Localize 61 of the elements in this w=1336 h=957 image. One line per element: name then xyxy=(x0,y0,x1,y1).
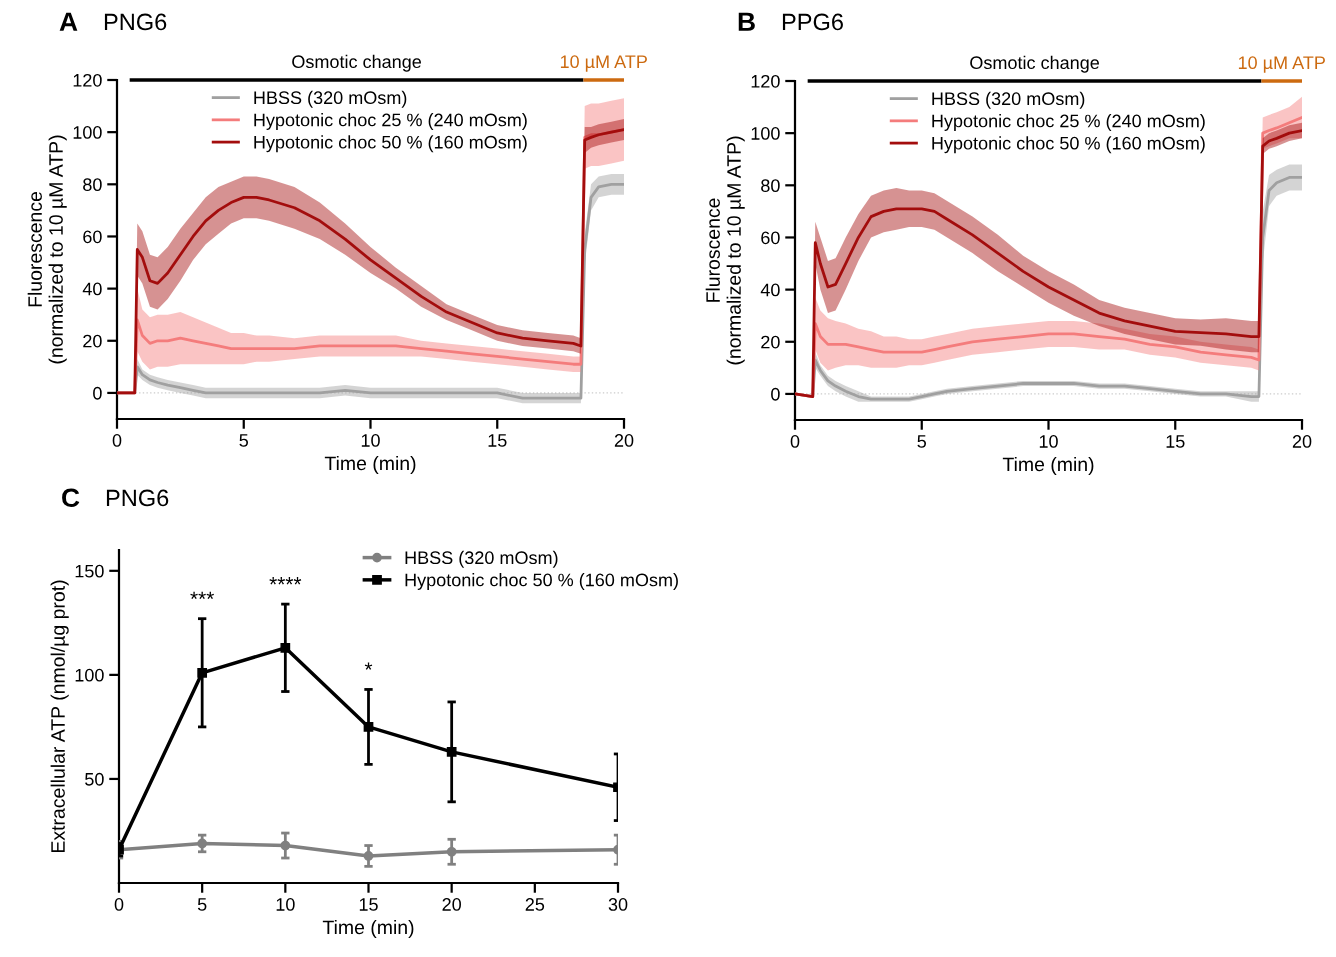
legend-label: Hypotonic choc 50 % (160 mOsm) xyxy=(254,135,527,153)
y-tick-label: 50 xyxy=(85,772,104,786)
y-tick-label: 100 xyxy=(75,668,104,682)
legend-label: Hypotonic choc 50 % (160 mOsm) xyxy=(405,573,678,590)
annotation: Osmotic change xyxy=(292,54,421,72)
x-tick-label: 25 xyxy=(525,898,545,911)
y-tick-label: 120 xyxy=(751,74,780,88)
x-axis-title: Time (min) xyxy=(1002,456,1094,476)
y-tick-label: 100 xyxy=(73,126,102,139)
y-tick-label: 20 xyxy=(761,335,780,349)
x-tick-label: 5 xyxy=(239,434,249,447)
y-tick-label: 20 xyxy=(83,334,102,348)
annotation: 10 µM ATP xyxy=(560,55,647,72)
y-tick-label: 150 xyxy=(75,564,104,578)
legend-label: HBSS (320 mOsm) xyxy=(405,550,558,568)
annotation: *** xyxy=(190,591,214,600)
annotation: Osmotic change xyxy=(970,55,1099,73)
y-tick-label: 100 xyxy=(751,127,780,140)
x-tick-label: 15 xyxy=(1166,435,1185,448)
x-tick-label: 0 xyxy=(112,434,122,447)
x-tick-label: 15 xyxy=(359,898,378,911)
y-axis-title: Fluorescence (normalized to 10 µM ATP) xyxy=(27,135,67,364)
y-tick-label: 60 xyxy=(83,230,102,244)
chart-title: PPG6 xyxy=(782,13,843,31)
x-tick-label: 0 xyxy=(114,898,124,911)
y-axis-title: Fluroscence (normalized to 10 µM ATP) xyxy=(705,136,745,365)
y-tick-label: 80 xyxy=(83,178,102,192)
x-axis-title: Time (min) xyxy=(324,455,416,475)
legend-label: Hypotonic choc 25 % (240 mOsm) xyxy=(932,114,1205,131)
annotation: * xyxy=(364,662,373,670)
y-axis-title: Extracellular ATP (nmol/µg prot) xyxy=(50,580,69,852)
legend-label: HBSS (320 mOsm) xyxy=(254,90,407,108)
text: B xyxy=(738,12,755,31)
x-tick-label: 0 xyxy=(790,435,800,448)
y-tick-label: 120 xyxy=(73,73,102,87)
x-tick-label: 5 xyxy=(917,435,927,448)
annotation: 10 µM ATP xyxy=(1238,56,1325,73)
x-axis-title: Time (min) xyxy=(322,919,414,939)
x-tick-label: 20 xyxy=(1292,435,1312,448)
text: A xyxy=(59,12,78,31)
x-tick-label: 30 xyxy=(608,898,628,911)
x-tick-label: 10 xyxy=(1039,435,1058,448)
y-tick-label: 40 xyxy=(82,282,102,296)
x-tick-label: 10 xyxy=(361,434,380,447)
x-tick-label: 15 xyxy=(488,434,507,447)
y-tick-label: 0 xyxy=(93,386,102,400)
x-tick-label: 5 xyxy=(197,898,207,911)
legend-label: Hypotonic choc 25 % (240 mOsm) xyxy=(254,113,527,130)
text: C xyxy=(62,488,80,508)
chart-title: PNG6 xyxy=(104,13,167,31)
x-tick-label: 20 xyxy=(442,898,461,911)
x-tick-label: 20 xyxy=(614,434,634,447)
legend-label: HBSS (320 mOsm) xyxy=(932,91,1085,109)
annotation: **** xyxy=(269,577,302,585)
legend-label: Hypotonic choc 50 % (160 mOsm) xyxy=(932,136,1205,154)
y-tick-label: 60 xyxy=(761,231,780,245)
chart-title: PNG6 xyxy=(106,489,169,507)
x-tick-label: 10 xyxy=(276,898,295,911)
y-tick-label: 40 xyxy=(760,283,780,297)
y-tick-label: 0 xyxy=(771,387,780,401)
y-tick-label: 80 xyxy=(761,179,780,193)
